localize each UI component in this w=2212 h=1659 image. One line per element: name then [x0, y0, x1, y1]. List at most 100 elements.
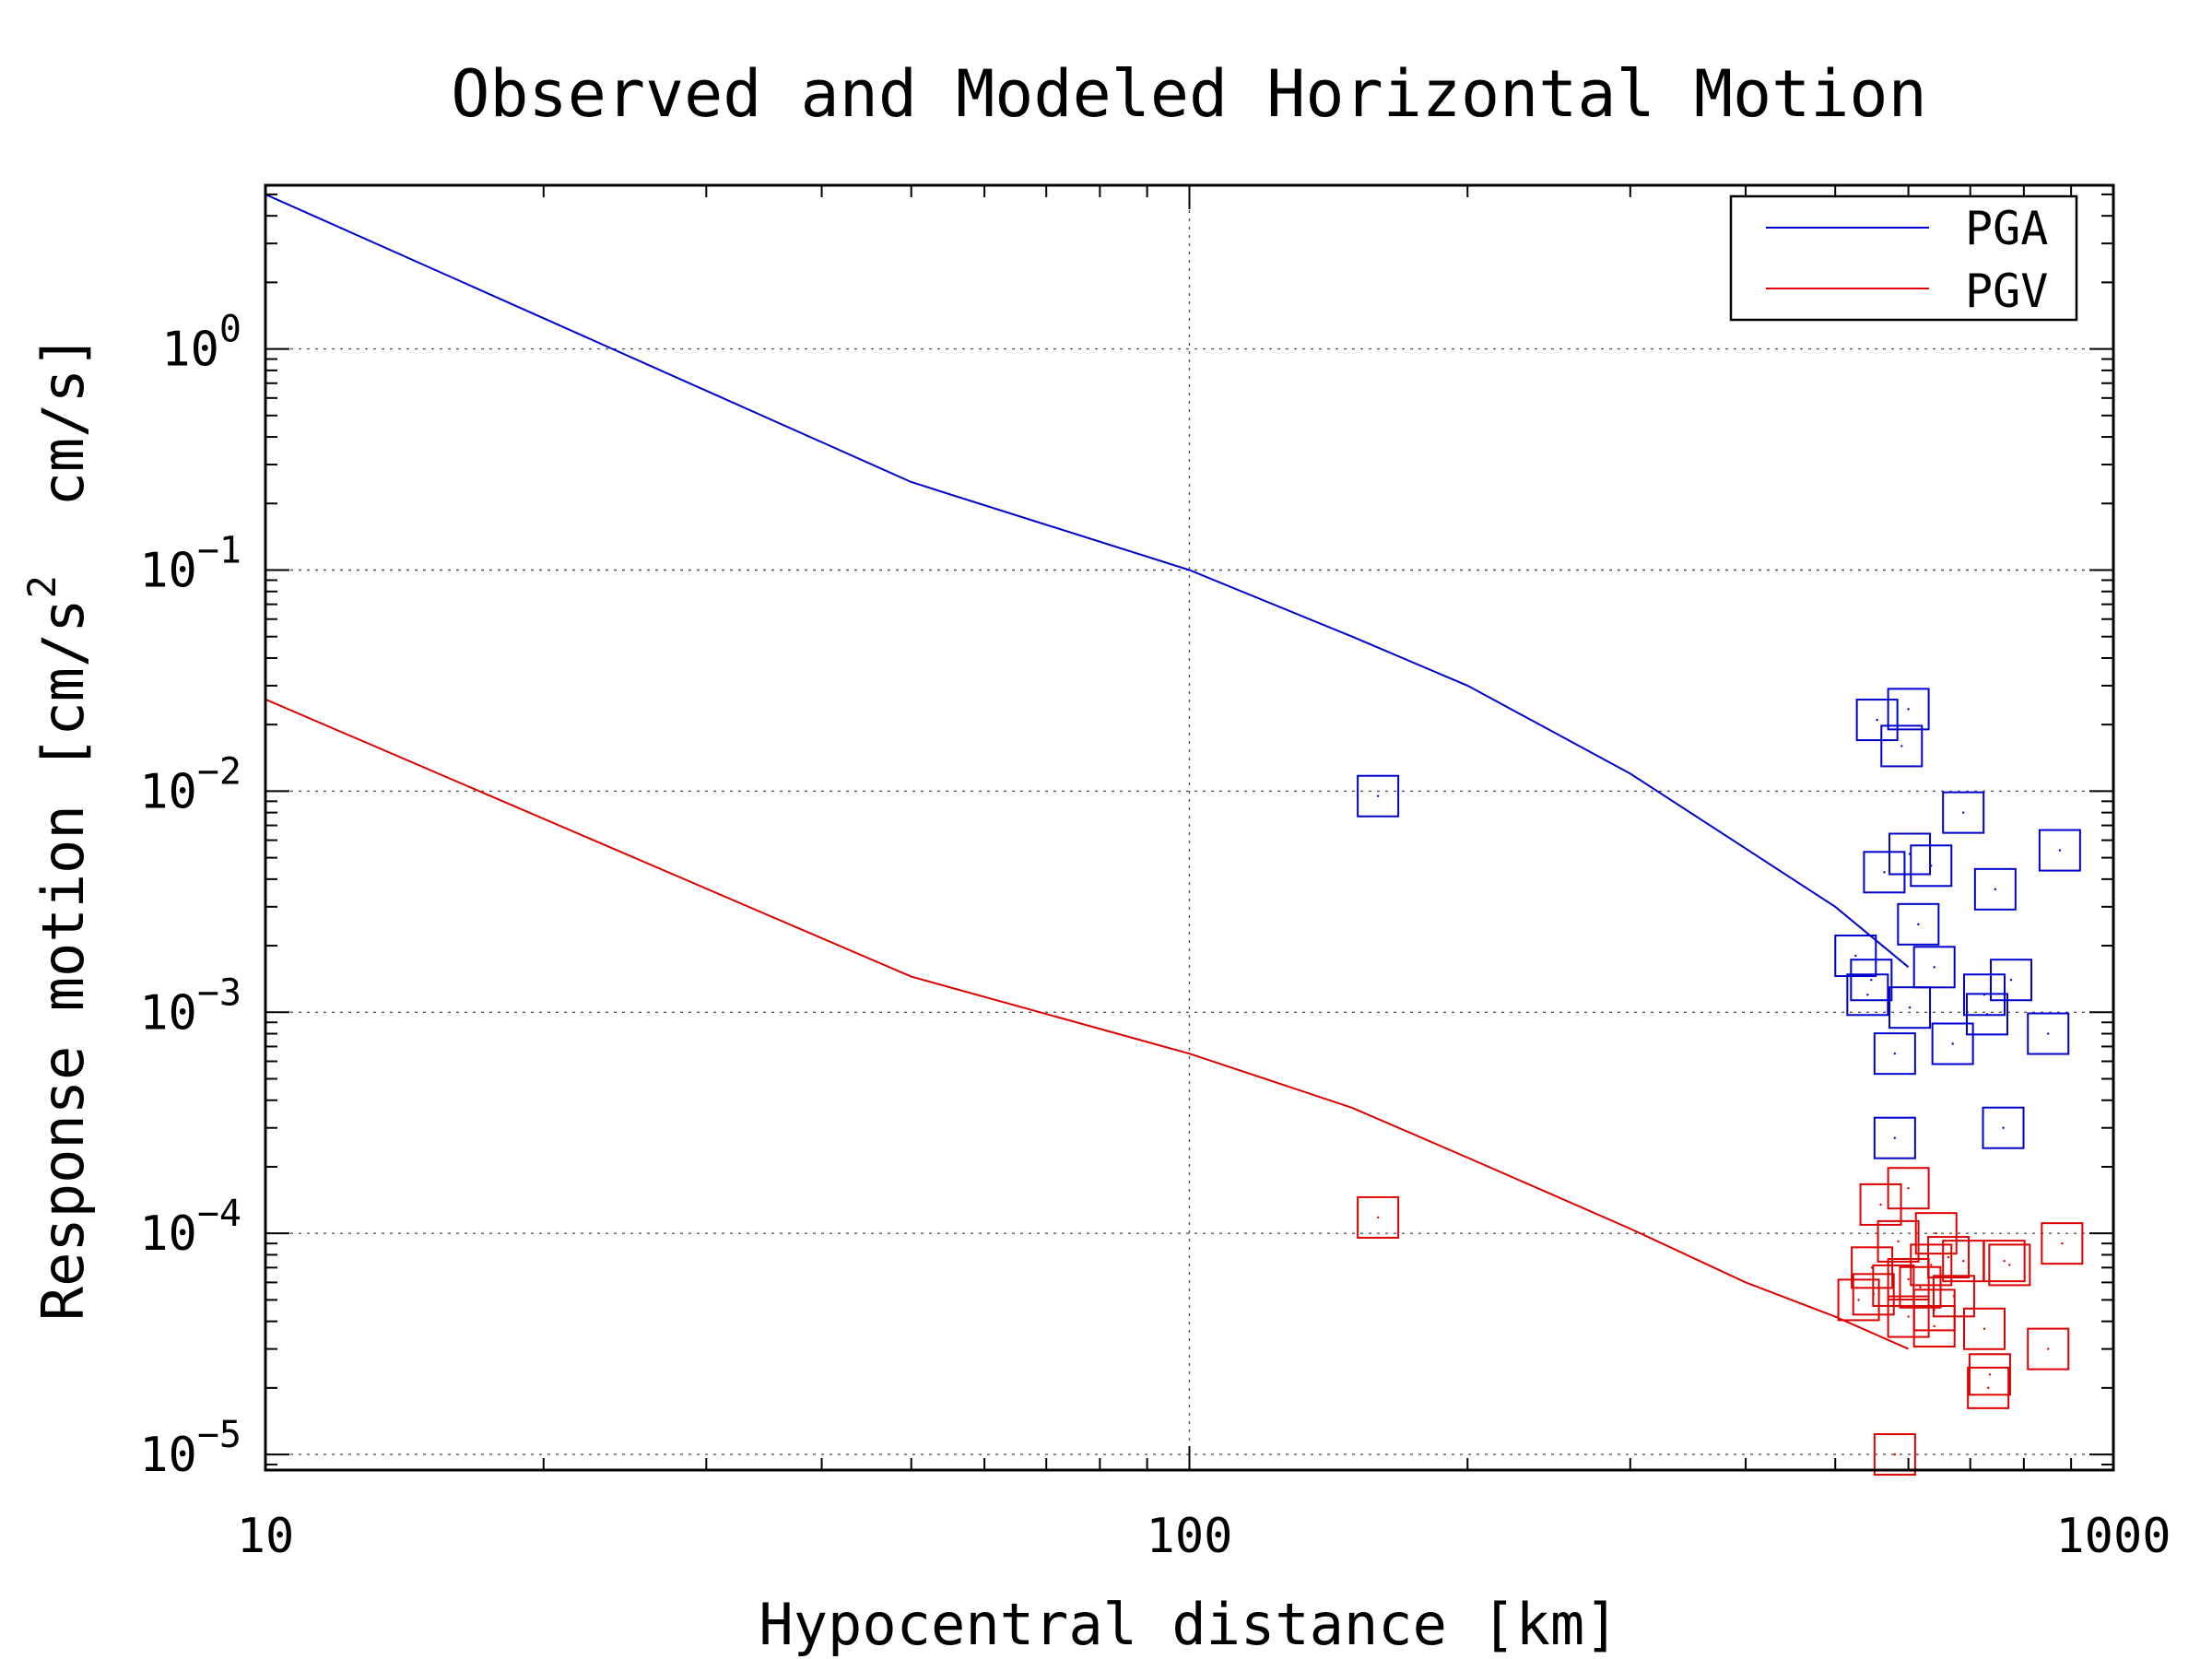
observation-marker-pga [1834, 935, 1877, 978]
observation-center-dot [1900, 745, 1903, 747]
observation-marker-pgv [1927, 1236, 1971, 1279]
observation-center-dot [1893, 1136, 1897, 1139]
observation-marker-pga [1887, 688, 1930, 731]
observation-center-dot [2009, 979, 2013, 982]
observation-marker-pgv [1914, 1212, 1958, 1255]
observation-marker-pga [1910, 844, 1953, 888]
legend-box [1729, 194, 2078, 322]
grid-lines [265, 185, 2113, 1470]
observation-marker-pga [2027, 1012, 2070, 1055]
observation-center-dot [2047, 1347, 2050, 1350]
observation-center-dot [2008, 1264, 2011, 1266]
observation-center-dot [1919, 1286, 1922, 1288]
observation-marker-pgv [2041, 1222, 2084, 1265]
y-axis-label-exponent: 2 [19, 575, 65, 598]
y-tick-labels: 100 10−1 10−2 10−3 10−4 10−5 [139, 309, 241, 1483]
model-curve-pga [265, 193, 1910, 969]
observation-center-dot [1917, 923, 1920, 926]
observation-center-dot [1930, 865, 1933, 867]
observation-center-dot [1892, 1284, 1895, 1288]
observation-center-dot [1933, 1324, 1936, 1328]
x-tick-labels: 10 100 1000 [237, 1509, 2171, 1564]
observation-center-dot [1854, 954, 1857, 958]
observation-marker-pgv [1887, 1295, 1930, 1338]
y-axis-label: Response motion [cm/s2 cm/s] [19, 335, 97, 1321]
observation-marker-pga [1942, 791, 1985, 834]
observation-marker-pga [1990, 959, 2033, 1002]
observation-marker-pgv [1837, 1278, 1880, 1322]
y-tick-label: 100 [161, 309, 241, 378]
observation-marker-pga [1912, 946, 1956, 989]
observation-marker-pga [1973, 867, 2017, 911]
observation-center-dot [1866, 994, 1869, 996]
observation-center-dot [1857, 1299, 1860, 1301]
y-tick-label: 10−4 [139, 1193, 241, 1262]
observation-marker-pgv [1983, 1240, 2026, 1283]
observation-center-dot [1994, 888, 1997, 891]
y-tick-label: 10−5 [139, 1414, 241, 1483]
observation-marker-pgv [1357, 1195, 1400, 1239]
observation-marker-pga [1357, 774, 1400, 818]
observation-marker-pga [1850, 959, 1893, 1002]
observation-center-dot [1893, 1453, 1897, 1456]
y-tick-label: 10−3 [139, 971, 241, 1041]
observation-center-dot [1961, 1259, 1965, 1263]
observation-center-dot [1907, 1187, 1910, 1190]
observation-marker-pgv [1968, 1353, 2011, 1396]
legend: PGA PGV [1729, 194, 2078, 322]
observation-center-dot [1961, 811, 1965, 814]
y-axis-label-suffix: cm/s] [29, 335, 97, 575]
observation-center-dot [1986, 1386, 1990, 1390]
x-axis-label: Hypocentral distance [km] [759, 1591, 1618, 1658]
axis-ticks [265, 185, 2113, 1470]
observation-center-dot [1985, 1013, 1989, 1016]
legend-label-pga: PGA [1965, 202, 2048, 255]
observation-center-dot [1876, 718, 1878, 722]
observation-center-dot [1935, 1231, 1937, 1235]
observation-marker-pga [1888, 832, 1932, 876]
observation-center-dot [1893, 1052, 1897, 1055]
observation-marker-pga [1873, 1032, 1916, 1076]
observation-center-dot [1951, 1042, 1954, 1045]
observation-marker-pga [2038, 829, 2081, 872]
observation-center-dot [1908, 1006, 1912, 1009]
observation-center-dot [1883, 871, 1886, 874]
observation-marker-pga [1863, 851, 1906, 894]
observation-center-dot [1952, 1295, 1956, 1298]
observation-marker-pgv [1910, 1243, 1953, 1287]
y-axis-label-prefix: Response motion [cm/s [29, 598, 97, 1321]
observation-marker-pga [1965, 993, 2008, 1036]
x-tick-label: 1000 [2055, 1509, 2171, 1564]
observation-marker-pga [1888, 986, 1932, 1030]
observation-marker-pgv [2027, 1327, 2070, 1371]
y-tick-label: 10−1 [139, 529, 241, 598]
observation-marker-pga [1897, 902, 1940, 946]
observation-center-dot [1933, 966, 1936, 969]
observation-marker-pgv [1988, 1243, 2031, 1287]
observation-marker-pga [1846, 973, 1889, 1017]
model-curve-pgv [265, 698, 1910, 1350]
observation-marker-pgv [1859, 1182, 1902, 1226]
observation-center-dot [1907, 1315, 1910, 1318]
observation-center-dot [1879, 1203, 1882, 1206]
observation-center-dot [1947, 1255, 1950, 1259]
model-curves [265, 193, 1910, 1350]
observation-center-dot [2003, 1259, 2006, 1263]
observation-marker-pga [1931, 1022, 1974, 1065]
observation-marker-pga [1982, 1106, 2025, 1149]
observation-center-dot [1988, 1373, 1992, 1376]
observation-markers [1357, 688, 2084, 1477]
observation-marker-pgv [1899, 1265, 1942, 1309]
observation-marker-pgv [1851, 1246, 1894, 1289]
x-tick-label: 100 [1147, 1509, 1233, 1564]
observation-marker-pgv [1912, 1304, 1956, 1347]
observation-center-dot [1376, 794, 1380, 797]
chart-title: Observed and Modeled Horizontal Motion [451, 56, 1926, 132]
observation-center-dot [1983, 1327, 1986, 1330]
observation-marker-pgv [1967, 1366, 2010, 1409]
legend-label-pgv: PGV [1965, 265, 2048, 318]
observation-center-dot [1870, 979, 1873, 982]
observation-center-dot [2061, 1241, 2064, 1245]
observation-center-dot [2047, 1032, 2050, 1035]
